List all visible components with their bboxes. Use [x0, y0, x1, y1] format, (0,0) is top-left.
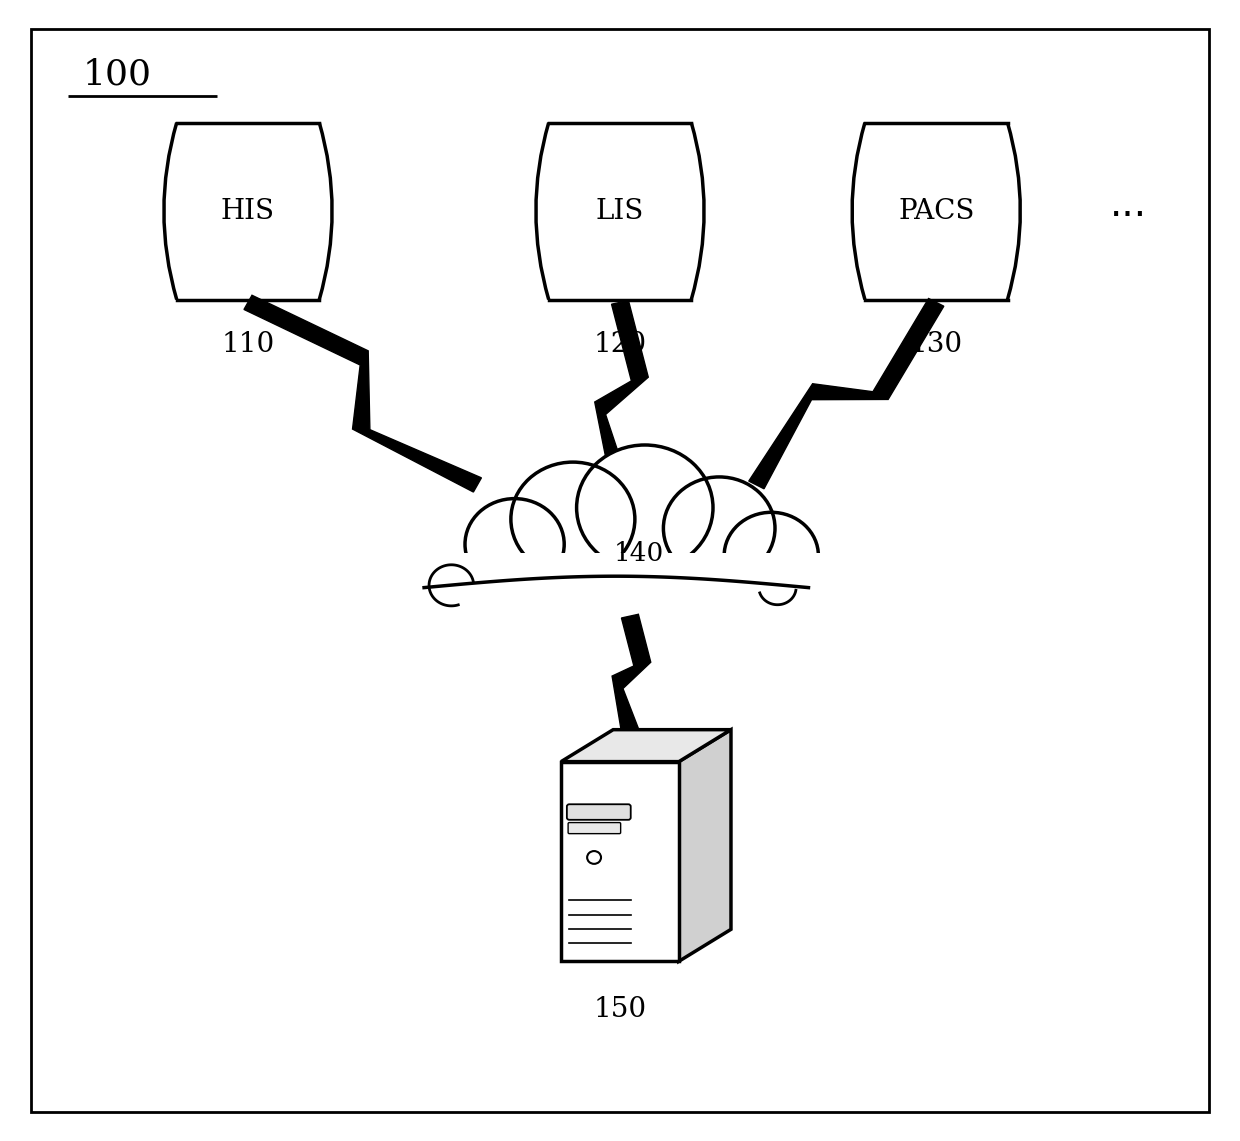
Polygon shape — [560, 730, 732, 762]
Text: 130: 130 — [910, 331, 962, 358]
Circle shape — [511, 462, 635, 576]
Text: LIS: LIS — [596, 197, 644, 225]
Text: HIS: HIS — [221, 197, 275, 225]
Polygon shape — [613, 614, 651, 733]
Polygon shape — [680, 730, 732, 961]
Polygon shape — [595, 300, 649, 487]
Bar — [866, 123, 1007, 300]
Polygon shape — [749, 299, 944, 488]
Bar — [549, 123, 692, 300]
Polygon shape — [244, 296, 481, 492]
Circle shape — [577, 445, 713, 570]
Circle shape — [465, 499, 564, 590]
Text: 110: 110 — [222, 331, 274, 358]
Bar — [412, 551, 827, 597]
FancyBboxPatch shape — [568, 823, 621, 834]
Text: 150: 150 — [594, 996, 646, 1023]
Text: 100: 100 — [83, 57, 153, 91]
Circle shape — [663, 477, 775, 580]
Bar — [560, 762, 680, 961]
Text: 140: 140 — [614, 541, 663, 566]
Text: 120: 120 — [594, 331, 646, 358]
Text: PACS: PACS — [898, 197, 975, 225]
FancyBboxPatch shape — [567, 804, 631, 819]
Circle shape — [724, 512, 818, 599]
Bar — [403, 553, 849, 605]
Text: ...: ... — [1110, 186, 1147, 225]
Bar — [177, 123, 320, 300]
